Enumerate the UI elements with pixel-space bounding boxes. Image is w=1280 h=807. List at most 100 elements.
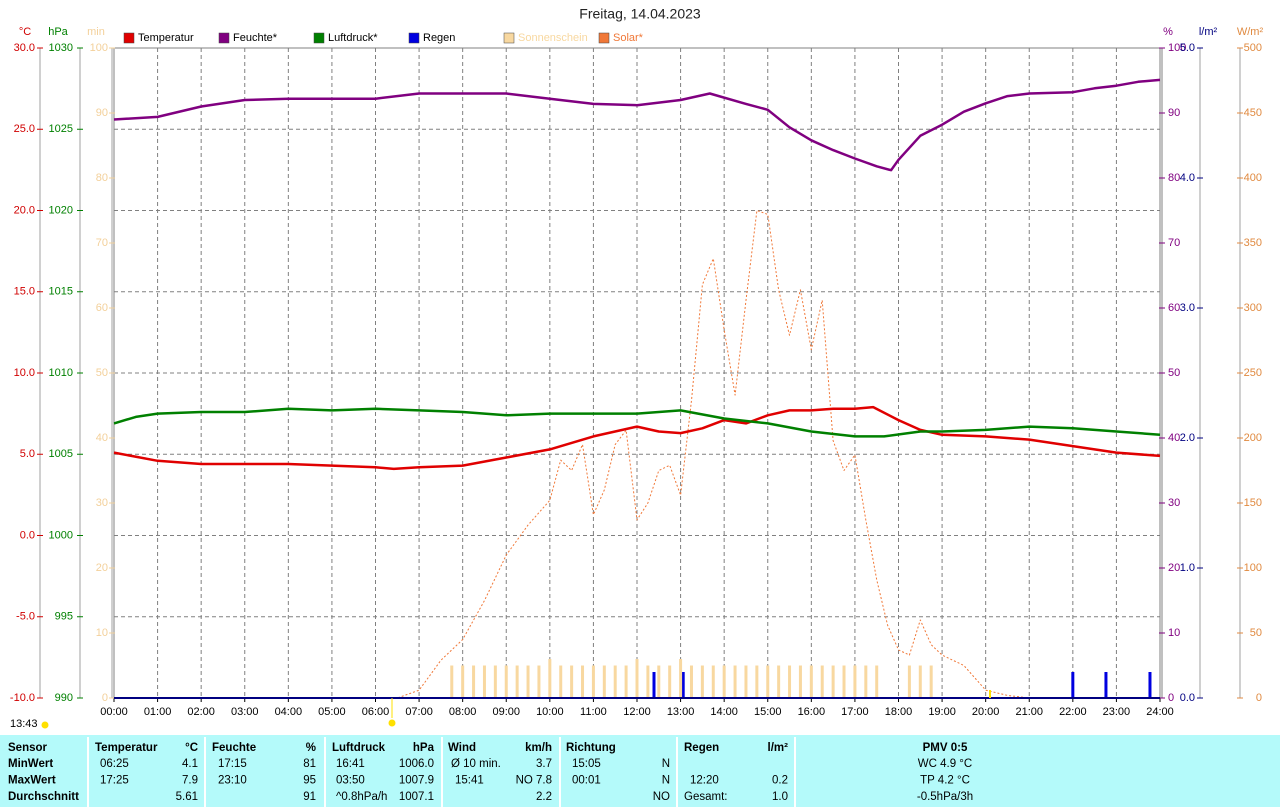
y-tick-label: 2.0 (1180, 432, 1195, 444)
bar (907, 665, 911, 698)
table-cell: 00:01 (572, 775, 601, 787)
table-header: PMV 0:5 (923, 742, 968, 754)
legend-swatch (408, 32, 420, 44)
bar (831, 665, 835, 698)
y-tick-label: 80 (1168, 172, 1180, 184)
bar (450, 665, 454, 698)
bar (581, 665, 585, 698)
marks (113, 78, 1161, 699)
y-tick-label: 100 (1168, 42, 1186, 54)
y-tick-label: 0.0 (1180, 692, 1195, 704)
x-tick-label: 23:00 (1103, 706, 1131, 718)
line (113, 405, 1161, 471)
row-label: MinWert (8, 758, 53, 770)
bar (461, 665, 465, 698)
legend: Temperatur Feuchte* Luftdruck* Regen Sonnens… (123, 32, 644, 44)
x-tick-label: 24:00 (1146, 706, 1174, 718)
y-tick-label: 4.0 (1180, 172, 1195, 184)
bar (570, 665, 574, 698)
bar (515, 665, 519, 698)
y-tick-label: 70 (96, 237, 108, 249)
x-tick-label: 11:00 (580, 706, 607, 718)
bar (689, 665, 693, 698)
table-cell: 17:15 (218, 758, 247, 770)
x-tick-label: 21:00 (1015, 706, 1043, 718)
x-tick-label: 08:00 (449, 706, 477, 718)
table-header: Regen (684, 742, 719, 754)
axis-unit: % (1163, 26, 1173, 38)
y-tick-label: 20.0 (14, 204, 35, 216)
bar (788, 665, 792, 698)
table-cell: 03:50 (336, 775, 365, 787)
table-cell: 16:41 (336, 758, 365, 770)
table-header: Sensor (8, 742, 48, 754)
y-tick-label: 1.0 (1180, 562, 1195, 574)
table-cell: 23:10 (218, 775, 247, 787)
table-cell: 12:20 (690, 775, 719, 787)
y-tick-label: 30.0 (14, 42, 35, 54)
y-tick-label: 40 (1168, 432, 1180, 444)
bar (711, 665, 715, 698)
y-tick-label: 5.0 (1180, 42, 1195, 54)
y-tick-label: 10.0 (14, 367, 35, 379)
chart-title: Freitag, 14.04.2023 (579, 6, 701, 22)
y-tick-label: 0 (102, 692, 108, 704)
x-tick-label: 05:00 (318, 706, 346, 718)
line (113, 78, 1161, 172)
bar (624, 665, 628, 698)
table-cell: 06:25 (100, 758, 129, 770)
y-tick-label: 0.0 (20, 529, 35, 541)
line (113, 407, 1161, 438)
bar (613, 665, 617, 698)
bar (875, 665, 879, 698)
time-label: 13:43 (10, 718, 38, 730)
legend-swatch (313, 32, 325, 44)
y-tick-label: 10 (1168, 627, 1180, 639)
table-header: km/h (525, 742, 552, 754)
y-tick-label: 0 (1168, 692, 1174, 704)
y-tick-label: 100 (1244, 562, 1262, 574)
bar (798, 665, 802, 698)
bar (1071, 672, 1075, 698)
table-cell: 15:05 (572, 758, 601, 770)
y-tick-label: 1015 (49, 286, 73, 298)
table-cell: 0.2 (772, 775, 788, 787)
table-cell: 7.9 (182, 775, 198, 787)
table-cell: 1007.1 (399, 791, 434, 803)
bar (537, 665, 541, 698)
x-tick-label: 16:00 (798, 706, 826, 718)
y-tick-label: 100 (90, 42, 108, 54)
y-tick-label: 400 (1244, 172, 1262, 184)
table-cell: 91 (303, 791, 316, 803)
time-marker (41, 721, 49, 729)
legend-label: Feuchte* (233, 32, 278, 44)
y-tick-label: 5.0 (20, 448, 35, 460)
y-tick-label: 40 (96, 432, 108, 444)
x-tick-label: 18:00 (885, 706, 913, 718)
y-tick-label: 990 (55, 692, 73, 704)
y-tick-label: 1000 (49, 529, 73, 541)
table-cell: Ø 10 min. (451, 758, 501, 770)
table-header: Luftdruck (332, 742, 386, 754)
legend-label: Luftdruck* (328, 32, 378, 44)
table-cell: TP 4.2 °C (920, 775, 970, 787)
table-header: Temperatur (95, 742, 158, 754)
bar (526, 665, 530, 698)
y-tick-label: 995 (55, 611, 73, 623)
table-header: °C (185, 742, 198, 754)
table-cell: 1.0 (772, 791, 788, 803)
table-cell: N (662, 758, 670, 770)
legend-label: Solar* (613, 32, 644, 44)
sunrise-marker (388, 719, 396, 727)
x-tick-label: 12:00 (623, 706, 651, 718)
y-tick-label: 30 (1168, 497, 1180, 509)
bar (733, 665, 737, 698)
x-tick-label: 09:00 (492, 706, 520, 718)
table-cell: 5.61 (176, 791, 198, 803)
bar (679, 659, 683, 698)
x-tick-label: 20:00 (972, 706, 1000, 718)
axis-unit: °C (19, 26, 31, 38)
y-tick-label: 3.0 (1180, 302, 1195, 314)
legend-swatch (218, 32, 230, 44)
